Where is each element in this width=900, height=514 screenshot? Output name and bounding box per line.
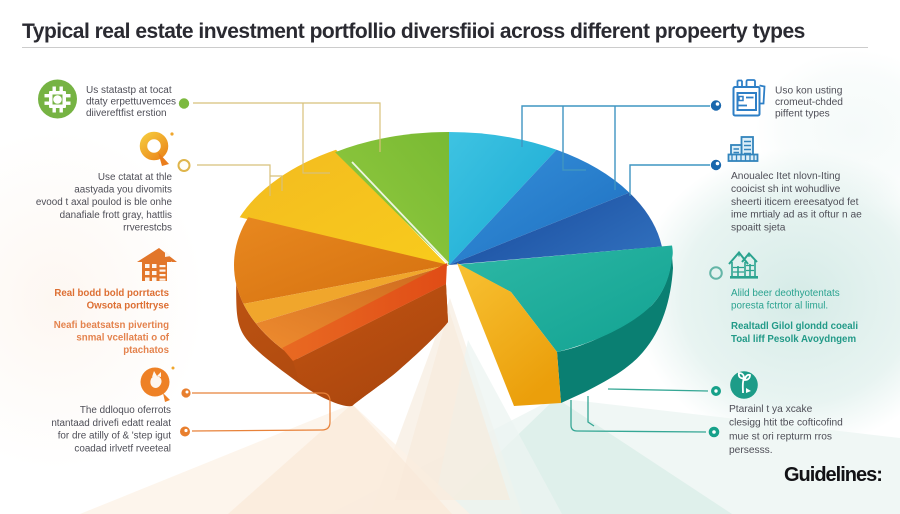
svg-text:dtaty erpettuvemces: dtaty erpettuvemces (86, 97, 176, 108)
svg-text:Owsota portltryse: Owsota portltryse (87, 301, 170, 312)
svg-text:Toal liff Pesolk Avoydngem: Toal liff Pesolk Avoydngem (731, 334, 856, 345)
svg-text:The ddloquo oferrots: The ddloquo oferrots (80, 405, 171, 416)
svg-text:cooicist sh int wohudlive: cooicist sh int wohudlive (731, 184, 841, 195)
svg-text:ntantaad drivefi edatt realat: ntantaad drivefi edatt realat (51, 418, 171, 429)
svg-text:Ptarainl t ya xcake: Ptarainl t ya xcake (729, 404, 813, 415)
svg-text:Uso kon usting: Uso kon usting (775, 86, 843, 97)
svg-text:Alild beer deothyotentats: Alild beer deothyotentats (731, 288, 840, 299)
svg-text:persesss.: persesss. (729, 445, 773, 456)
svg-text:mue st ori repturm rros: mue st ori repturm rros (729, 431, 832, 442)
svg-text:cromeut-chded: cromeut-chded (775, 97, 843, 108)
svg-text:Us statastp at tocat: Us statastp at tocat (86, 85, 172, 96)
svg-text:snmal vcellatati o of: snmal vcellatati o of (76, 333, 169, 344)
svg-text:ime mrtialy ad as it oftur n a: ime mrtialy ad as it oftur n ae (731, 210, 862, 221)
svg-text:coadad irlvetf rveeteal: coadad irlvetf rveeteal (74, 443, 171, 454)
svg-text:Use ctatat at thle: Use ctatat at thle (98, 172, 173, 183)
svg-text:poresta fctrtor al limul.: poresta fctrtor al limul. (731, 301, 828, 312)
svg-text:danafiale frott gray, hattlis: danafiale frott gray, hattlis (60, 210, 172, 221)
svg-text:Real bodd bold porrtacts: Real bodd bold porrtacts (54, 288, 169, 299)
svg-text:evood t axal poulod is ble onh: evood t axal poulod is ble onhe (36, 197, 173, 208)
svg-text:ptachatos: ptachatos (123, 345, 169, 356)
svg-text:Anoualec Itet nlovn-Iting: Anoualec Itet nlovn-Iting (731, 171, 841, 182)
svg-text:aastyada you divomits: aastyada you divomits (74, 185, 172, 196)
svg-text:diivereftfist erstion: diivereftfist erstion (86, 108, 167, 119)
svg-text:Neafi beatsatsn piverting: Neafi beatsatsn piverting (54, 320, 169, 331)
svg-text:Realtadl Gilol glondd coeali: Realtadl Gilol glondd coeali (731, 321, 858, 332)
svg-text:sheerti iticem ereesatyod fet: sheerti iticem ereesatyod fet (731, 197, 859, 208)
svg-text:Typical real estate investment: Typical real estate investment portfolli… (22, 20, 805, 43)
svg-text:for dre atilly of & 'step igut: for dre atilly of & 'step igut (58, 431, 172, 442)
svg-text:piffent types: piffent types (775, 109, 830, 120)
svg-text:clesigg htit tbe cofticofind: clesigg htit tbe cofticofind (729, 418, 843, 429)
svg-text:Guidelines:: Guidelines: (784, 464, 882, 486)
svg-text:spoaitt sjeta: spoaitt sjeta (731, 223, 786, 234)
svg-text:rrverestcbs: rrverestcbs (123, 222, 172, 233)
